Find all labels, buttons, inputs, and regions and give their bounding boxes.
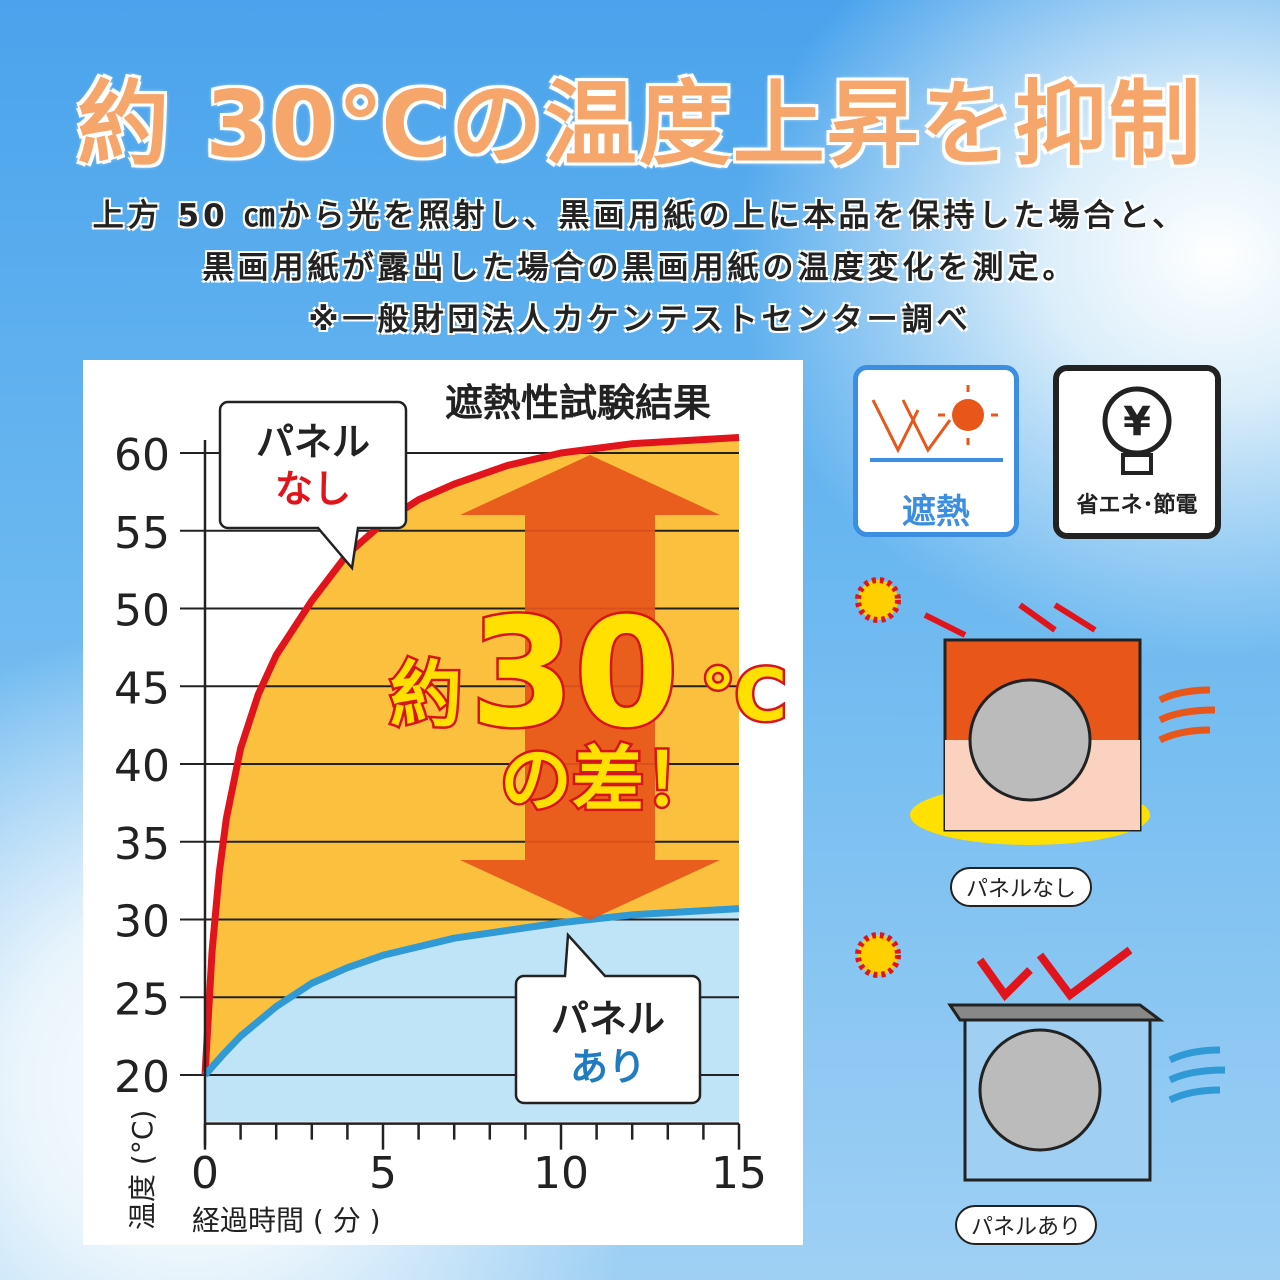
y-tick-label: 45 — [114, 663, 170, 714]
heat-shield-label: 遮熱 — [902, 492, 970, 532]
heat-shield-badge: 遮熱 — [853, 365, 1019, 537]
ac-unit-with-panel-illustration — [855, 932, 1226, 1182]
x-tick-label: 10 — [533, 1148, 589, 1199]
energy-saving-badge: ¥ 省エネ･節電 — [1053, 365, 1221, 539]
y-tick-label: 60 — [114, 430, 170, 481]
y-tick-label: 55 — [114, 508, 170, 559]
line-series-0 — [201, 433, 740, 1076]
x-tick-label: 15 — [711, 1148, 767, 1199]
callout-without-line2: なし — [275, 467, 351, 511]
y-tick-label: 30 — [114, 897, 170, 948]
line-series-1 — [202, 905, 740, 1078]
yen-bulb-icon: ¥ — [1102, 386, 1172, 475]
with-panel-label: パネルあり — [955, 1205, 1098, 1245]
chart-title: 遮熱性試験結果 — [445, 381, 712, 425]
difference-label: 約 30 ℃ の差！ — [388, 585, 790, 825]
description-line-2: 黒画用紙が露出した場合の黒画用紙の温度変化を測定。 — [202, 250, 1078, 286]
x-axis-label: 経過時間 ( 分 ) — [192, 1204, 381, 1237]
y-tick-label: 25 — [114, 974, 170, 1025]
diff-prefix: 約 — [390, 653, 462, 737]
y-tick-label: 50 — [114, 586, 170, 637]
x-tick-label: 0 — [191, 1148, 219, 1199]
x-tick-label: 5 — [369, 1148, 397, 1199]
description-note: ※一般財団法人カケンテストセンター調べ — [308, 302, 972, 338]
callout-with-panel: パネル あり — [514, 931, 702, 1105]
sun-reflect-icon — [870, 385, 1003, 462]
callout-with-line2: あり — [570, 1045, 646, 1089]
diff-suffix: の差！ — [500, 738, 716, 822]
diff-value: 30 — [470, 587, 679, 761]
headline: 約 30℃の温度上昇を抑制 — [77, 71, 1203, 178]
callout-with-line1: パネル — [551, 997, 665, 1041]
y-tick-label: 20 — [114, 1052, 170, 1103]
ac-unit-without-panel-illustration — [855, 577, 1216, 845]
y-tick-label: 35 — [114, 819, 170, 870]
description-line-1: 上方 50 ㎝から光を照射し、黒画用紙の上に本品を保持した場合と、 — [92, 198, 1188, 234]
diff-unit: ℃ — [700, 653, 787, 737]
callout-without-line1: パネル — [256, 420, 370, 464]
energy-saving-label: 省エネ･節電 — [1076, 493, 1198, 518]
y-tick-label: 40 — [114, 741, 170, 792]
without-panel-label: パネルなし — [950, 867, 1093, 907]
difference-arrow — [460, 455, 720, 920]
callout-without-panel: パネル なし — [218, 400, 408, 571]
y-axis-label: 温度 (°C) — [126, 1110, 159, 1230]
svg-text:¥: ¥ — [1123, 399, 1151, 445]
